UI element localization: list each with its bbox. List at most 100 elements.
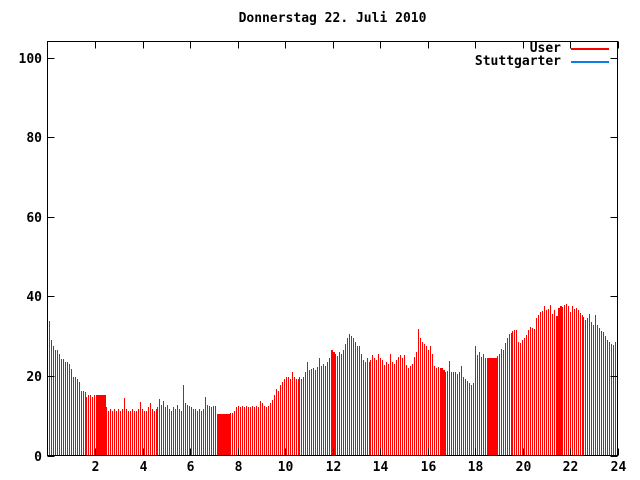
user-bar xyxy=(410,366,411,456)
user-bar xyxy=(299,377,300,456)
user-bar xyxy=(248,407,249,456)
user-bar xyxy=(274,395,275,456)
user-bar xyxy=(177,405,178,456)
user-bar xyxy=(329,358,330,456)
user-bar xyxy=(363,360,364,456)
user-bar xyxy=(154,411,155,456)
user-bar xyxy=(441,368,443,456)
user-bar xyxy=(489,358,491,456)
user-bar xyxy=(292,372,293,456)
x-tick-label: 12 xyxy=(326,460,342,475)
user-bar xyxy=(475,346,476,456)
user-bar xyxy=(203,409,204,456)
user-bar xyxy=(463,377,464,456)
user-bar xyxy=(380,358,381,456)
user-bar xyxy=(394,364,395,456)
user-bar xyxy=(157,407,158,456)
user-bar xyxy=(503,350,504,456)
user-bar xyxy=(232,413,233,456)
y-tick-label: 60 xyxy=(26,211,42,226)
user-bar xyxy=(534,329,535,456)
user-bar xyxy=(402,358,403,456)
user-bar xyxy=(228,414,230,456)
user-bar xyxy=(55,350,56,456)
user-bar xyxy=(173,407,174,456)
user-bar xyxy=(578,310,579,456)
user-bar xyxy=(215,406,216,456)
user-bar xyxy=(258,407,259,456)
user-bar xyxy=(67,362,68,456)
user-bar xyxy=(516,330,517,456)
user-bar xyxy=(485,358,486,456)
legend-entry-stuttgarter: Stuttgarter xyxy=(475,55,609,68)
user-bar xyxy=(71,369,72,456)
user-bar xyxy=(453,372,454,456)
user-bar xyxy=(69,364,70,456)
user-bar xyxy=(288,377,289,456)
user-bar xyxy=(520,343,521,456)
user-bar xyxy=(459,372,460,456)
user-bar xyxy=(593,325,594,456)
user-bar xyxy=(191,407,192,456)
user-bar xyxy=(189,406,190,456)
user-bar xyxy=(213,406,214,456)
user-bar xyxy=(469,383,470,456)
user-bar xyxy=(165,407,166,456)
user-bar xyxy=(497,356,498,456)
user-bar xyxy=(576,308,577,456)
user-bar xyxy=(122,409,123,456)
user-bar xyxy=(319,358,320,456)
user-bar xyxy=(370,360,371,456)
user-bar xyxy=(536,318,537,456)
user-bar xyxy=(471,385,472,456)
user-bar xyxy=(566,304,567,456)
user-bar xyxy=(487,358,489,456)
user-bar xyxy=(570,312,571,456)
user-bar xyxy=(522,340,523,456)
user-bar xyxy=(311,369,312,456)
user-bar xyxy=(156,409,157,456)
user-bar xyxy=(615,342,616,456)
user-bar xyxy=(554,310,555,456)
user-bar xyxy=(193,409,194,456)
user-bar xyxy=(246,406,247,456)
user-bar xyxy=(92,397,93,456)
user-bar xyxy=(418,329,419,456)
user-bar xyxy=(436,368,437,456)
user-bar xyxy=(187,405,188,456)
user-bar xyxy=(386,362,387,456)
user-bar xyxy=(120,411,121,456)
user-bar xyxy=(562,307,563,456)
user-bar xyxy=(130,411,131,456)
user-bar xyxy=(398,357,399,456)
user-bar xyxy=(234,411,235,456)
x-tick-label: 20 xyxy=(516,460,532,475)
legend-label-stuttgarter: Stuttgarter xyxy=(474,54,561,69)
user-bar xyxy=(268,406,269,456)
user-bar xyxy=(280,385,281,456)
user-bar xyxy=(465,379,466,456)
user-bar xyxy=(512,331,513,456)
user-bar xyxy=(169,409,170,456)
user-bar xyxy=(361,354,362,456)
user-bar xyxy=(114,409,115,456)
user-bar xyxy=(240,407,241,456)
user-bar xyxy=(461,366,462,456)
user-bar xyxy=(254,407,255,456)
user-bar xyxy=(416,352,417,456)
user-bar xyxy=(445,372,446,456)
user-bar xyxy=(574,309,575,456)
user-bar xyxy=(118,409,119,456)
user-bar xyxy=(128,411,129,456)
user-bar xyxy=(75,377,76,456)
user-bar xyxy=(260,401,261,456)
user-bar xyxy=(483,354,484,456)
user-bar xyxy=(524,338,525,456)
user-bar xyxy=(339,352,340,456)
user-bar xyxy=(90,395,91,456)
user-bar xyxy=(499,354,500,456)
user-bar xyxy=(124,398,125,456)
user-bar xyxy=(331,350,333,456)
user-bar xyxy=(493,358,495,456)
user-bar xyxy=(422,342,423,456)
